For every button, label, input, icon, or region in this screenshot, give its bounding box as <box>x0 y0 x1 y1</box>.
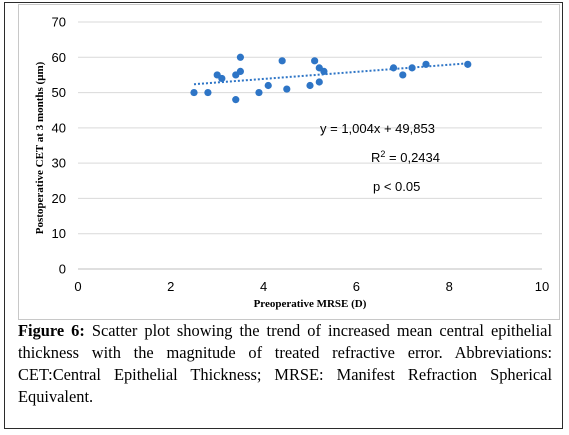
scatter-chart: 0 10 20 30 40 50 60 70 0 2 4 6 8 10 Postoperative CE… <box>34 15 549 311</box>
data-point <box>389 64 398 72</box>
data-point <box>278 57 286 65</box>
y-tick-label: 40 <box>52 120 66 135</box>
data-points <box>190 53 472 104</box>
y-tick-label: 20 <box>52 191 66 206</box>
data-point <box>422 60 430 68</box>
data-point <box>408 64 416 72</box>
x-tick-label: 4 <box>260 279 267 294</box>
data-point <box>218 74 226 83</box>
y-axis-title: Postoperative CET at 3 months (μm) <box>34 61 46 234</box>
r-squared-label: R2 = 0,2434 <box>371 149 440 165</box>
x-tick-label: 0 <box>74 279 81 294</box>
grid-lines <box>78 21 542 235</box>
y-tick-label: 70 <box>52 15 66 30</box>
y-tick-label: 30 <box>52 156 66 171</box>
data-point <box>320 67 328 75</box>
data-point <box>306 81 314 90</box>
y-tick-label: 0 <box>59 262 66 277</box>
data-point <box>232 96 240 104</box>
figure-label: Figure 6: <box>18 321 85 340</box>
figure-caption: Figure 6: Scatter plot showing the trend… <box>18 320 552 408</box>
x-tick-label: 10 <box>535 279 549 294</box>
x-tick-label: 6 <box>353 279 360 294</box>
y-tick-label: 60 <box>52 50 66 65</box>
data-point <box>283 85 291 93</box>
x-tick-label: 2 <box>167 279 174 294</box>
data-point <box>204 88 212 97</box>
caption-text: Scatter plot showing the trend of increa… <box>18 321 552 406</box>
data-point <box>311 57 319 65</box>
trendline-group <box>193 62 468 86</box>
data-point <box>399 71 407 79</box>
trendline <box>193 62 468 86</box>
data-point <box>464 60 472 68</box>
x-tick-labels: 0 2 4 6 8 10 <box>74 279 549 294</box>
x-axis-title: Preoperative MRSE (D) <box>254 298 367 310</box>
x-tick-label: 8 <box>446 279 453 294</box>
data-point <box>236 67 244 75</box>
chart-frame <box>18 4 560 320</box>
data-point <box>255 88 263 97</box>
trendline-equation: y = 1,004x + 49,853 <box>320 121 435 136</box>
p-value-label: p < 0.05 <box>373 179 420 194</box>
data-point <box>264 81 272 90</box>
data-point <box>315 78 323 86</box>
data-point <box>236 53 244 61</box>
y-tick-label: 50 <box>52 85 66 100</box>
y-tick-label: 10 <box>52 226 66 241</box>
data-point <box>190 88 198 97</box>
y-tick-labels: 0 10 20 30 40 50 60 70 <box>52 15 66 277</box>
